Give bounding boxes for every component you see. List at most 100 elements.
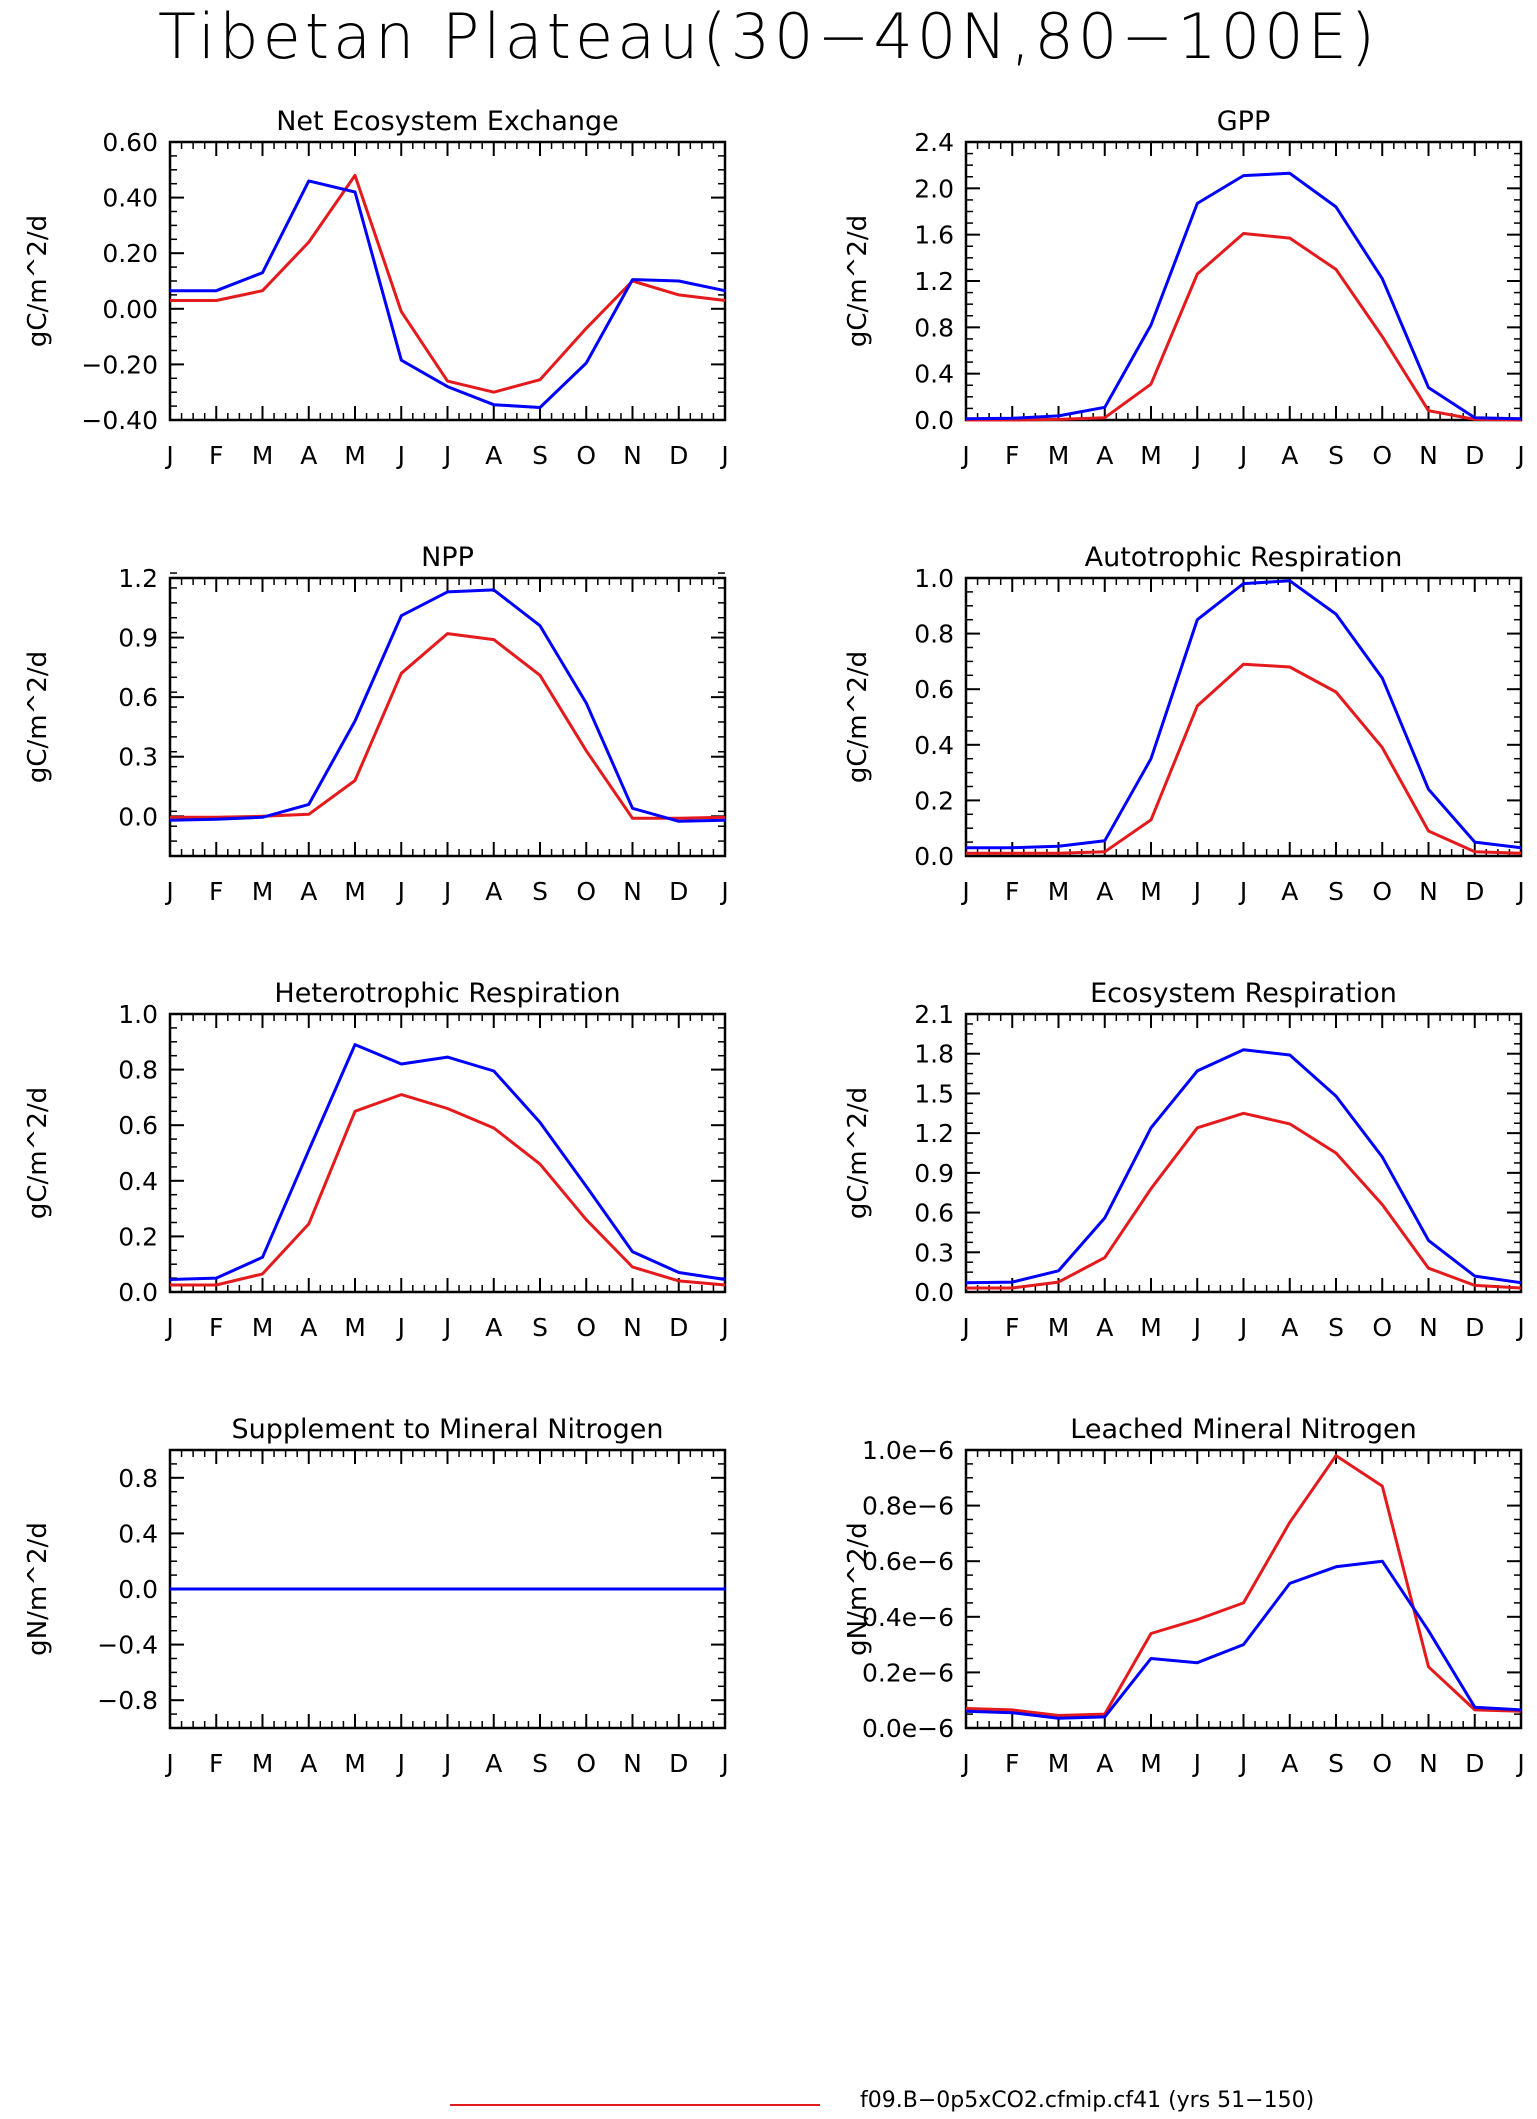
y-tick-label: 0.4e−6 <box>862 1603 954 1632</box>
x-tick-label: S <box>1328 877 1344 906</box>
x-tick-label: M <box>344 1313 366 1342</box>
chart-panel: J F M A M J J A S O N D J−0.40−0.200.000.200.400.60N… <box>23 106 729 470</box>
x-tick-label: O <box>1372 1749 1392 1778</box>
series-line <box>170 1093 726 1287</box>
x-tick-label: O <box>576 1749 596 1778</box>
y-axis-label: gC/m^2/d <box>843 1087 873 1219</box>
x-tick-label: J <box>1192 1749 1201 1778</box>
x-tick-label: A <box>1281 1313 1298 1342</box>
y-tick-label: 0.40 <box>102 184 158 213</box>
panel-title: Autotrophic Respiration <box>1085 542 1403 573</box>
x-tick-label: J <box>960 1749 969 1778</box>
y-tick-label: 0.8e−6 <box>862 1492 954 1521</box>
x-tick-label: D <box>1465 877 1484 906</box>
x-tick-label: D <box>669 1313 688 1342</box>
x-tick-label: F <box>209 1313 223 1342</box>
x-tick-label: A <box>485 1749 502 1778</box>
x-tick-label: F <box>209 441 223 470</box>
x-tick-label: J <box>164 1749 173 1778</box>
x-tick-label: M <box>252 1749 274 1778</box>
x-tick-label: J <box>442 441 451 470</box>
x-tick-label: J <box>396 877 405 906</box>
y-tick-label: −0.40 <box>81 406 158 435</box>
panel-title: NPP <box>421 542 474 573</box>
y-tick-label: 1.8 <box>914 1040 954 1069</box>
plot-frame <box>964 1448 1523 1730</box>
x-tick-label: A <box>300 877 317 906</box>
x-tick-label: J <box>719 1313 728 1342</box>
x-tick-label: O <box>1372 877 1392 906</box>
x-tick-label: N <box>623 1313 642 1342</box>
x-tick-label: D <box>1465 1313 1484 1342</box>
panel-title: Supplement to Mineral Nitrogen <box>232 1414 664 1445</box>
y-tick-label: 0.0e−6 <box>862 1714 954 1743</box>
x-tick-label: J <box>164 1313 173 1342</box>
x-tick-label: J <box>442 1749 451 1778</box>
series-line <box>965 171 1522 421</box>
panel-title: Leached Mineral Nitrogen <box>1070 1414 1416 1445</box>
x-tick-label: J <box>719 441 728 470</box>
x-tick-label: M <box>1140 441 1162 470</box>
series-line <box>966 662 1522 855</box>
y-axis-label: gN/m^2/d <box>843 1522 873 1656</box>
series-line <box>965 1454 1522 1717</box>
x-tick-label: M <box>252 1313 274 1342</box>
y-tick-label: 0.0 <box>914 1278 954 1307</box>
x-tick-label: N <box>1419 441 1438 470</box>
chart-panel: J F M A M J J A S O N D J0.00.30.60.91.21.51.82.1Eco… <box>843 978 1525 1342</box>
x-tick-label: O <box>576 441 596 470</box>
panel-title: Ecosystem Respiration <box>1090 978 1397 1009</box>
y-tick-label: 0.0 <box>914 842 954 871</box>
x-tick-label: A <box>300 1749 317 1778</box>
y-axis-label: gC/m^2/d <box>843 651 873 783</box>
x-tick-label: F <box>1005 1749 1019 1778</box>
x-tick-label: N <box>1419 877 1438 906</box>
y-tick-label: 0.6 <box>914 675 954 704</box>
y-tick-label: −0.4 <box>97 1631 158 1660</box>
x-tick-label: J <box>960 877 969 906</box>
x-tick-label: A <box>1096 1749 1113 1778</box>
y-tick-label: 0.2e−6 <box>862 1658 954 1687</box>
x-tick-label: A <box>300 441 317 470</box>
x-tick-label: D <box>669 441 688 470</box>
y-tick-label: 0.0 <box>118 1575 158 1604</box>
x-tick-label: J <box>1192 441 1201 470</box>
y-tick-label: 0.3 <box>118 743 158 772</box>
x-tick-label: M <box>252 877 274 906</box>
y-tick-label: 1.6 <box>914 221 954 250</box>
page-title: Tibetan Plateau(30−40N,80−100E) <box>158 0 1379 73</box>
x-tick-label: J <box>442 1313 451 1342</box>
x-tick-label: M <box>1140 1313 1162 1342</box>
x-tick-label: D <box>1465 441 1484 470</box>
x-tick-label: A <box>1096 441 1113 470</box>
x-tick-label: A <box>1281 1749 1298 1778</box>
x-tick-label: J <box>1238 877 1247 906</box>
x-tick-label: A <box>485 441 502 470</box>
y-tick-label: 1.2 <box>118 564 158 593</box>
x-tick-label: M <box>344 441 366 470</box>
y-axis-label: gC/m^2/d <box>843 215 873 347</box>
plot-frame <box>964 140 1523 422</box>
x-tick-label: O <box>576 877 596 906</box>
x-tick-label: J <box>1515 441 1524 470</box>
chart-panel: J F M A M J J A S O N D J0.0e−60.2e−60.4e−60.6e−60.8… <box>843 1414 1525 1778</box>
x-tick-label: J <box>719 877 728 906</box>
y-tick-label: 0.8 <box>118 1464 158 1493</box>
x-tick-label: N <box>623 441 642 470</box>
y-tick-label: 0.8 <box>118 1056 158 1085</box>
x-tick-label: N <box>1419 1313 1438 1342</box>
x-tick-label: S <box>1328 1313 1344 1342</box>
x-tick-label: A <box>485 1313 502 1342</box>
x-tick-label: J <box>960 1313 969 1342</box>
y-tick-label: 0.8 <box>914 620 954 649</box>
x-tick-label: O <box>576 1313 596 1342</box>
x-tick-label: F <box>209 877 223 906</box>
y-tick-label: 0.6e−6 <box>862 1547 954 1576</box>
x-tick-label: M <box>252 441 274 470</box>
x-tick-label: M <box>344 877 366 906</box>
x-tick-label: A <box>485 877 502 906</box>
x-tick-label: J <box>396 441 405 470</box>
x-tick-label: O <box>1372 441 1392 470</box>
y-axis-label: gN/m^2/d <box>23 1522 53 1656</box>
